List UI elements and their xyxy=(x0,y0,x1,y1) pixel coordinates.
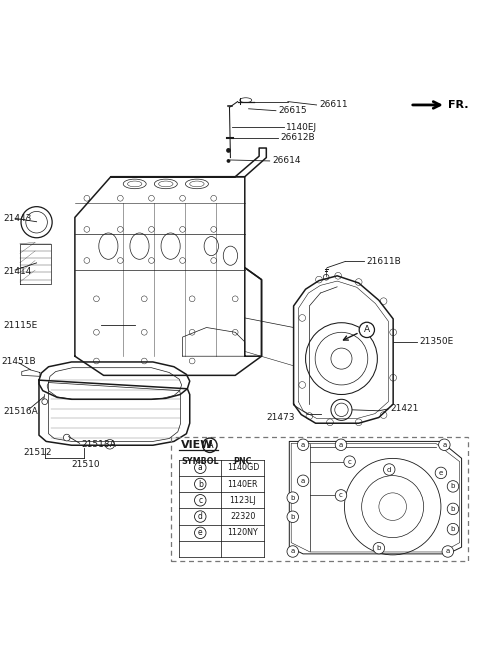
Text: 22320: 22320 xyxy=(230,512,255,521)
Text: 21443: 21443 xyxy=(3,214,32,223)
Text: b: b xyxy=(290,495,295,500)
Circle shape xyxy=(335,490,347,501)
Circle shape xyxy=(291,496,294,499)
Text: a: a xyxy=(290,548,295,555)
Text: c: c xyxy=(198,496,203,505)
Text: 21510: 21510 xyxy=(72,460,100,470)
Circle shape xyxy=(348,460,351,463)
Circle shape xyxy=(387,468,391,471)
Circle shape xyxy=(339,494,343,497)
Text: 1140EJ: 1140EJ xyxy=(286,123,317,132)
Circle shape xyxy=(194,511,206,522)
Text: 21516A: 21516A xyxy=(3,407,38,416)
Text: 26615: 26615 xyxy=(278,106,307,115)
Text: b: b xyxy=(198,479,203,489)
Text: d: d xyxy=(387,466,391,472)
Circle shape xyxy=(446,550,449,553)
Circle shape xyxy=(384,464,395,476)
Circle shape xyxy=(443,443,446,447)
Circle shape xyxy=(447,481,459,492)
Text: a: a xyxy=(301,441,305,448)
Text: 21513A: 21513A xyxy=(81,440,116,449)
Text: 21414: 21414 xyxy=(3,267,32,276)
Text: 21350E: 21350E xyxy=(419,337,453,346)
Circle shape xyxy=(227,159,230,163)
Circle shape xyxy=(297,439,309,451)
Text: e: e xyxy=(439,470,443,476)
Text: PNC: PNC xyxy=(234,457,252,466)
Circle shape xyxy=(301,443,305,447)
Circle shape xyxy=(194,462,206,474)
Text: 26611: 26611 xyxy=(319,100,348,109)
Circle shape xyxy=(451,507,455,510)
Circle shape xyxy=(447,503,459,515)
Text: c: c xyxy=(339,493,343,498)
Circle shape xyxy=(194,527,206,538)
Circle shape xyxy=(301,479,305,483)
Text: SYMBOL: SYMBOL xyxy=(181,457,219,466)
Circle shape xyxy=(439,439,450,451)
Circle shape xyxy=(377,546,381,550)
Text: 21473: 21473 xyxy=(266,413,295,422)
Text: a: a xyxy=(301,477,305,484)
Circle shape xyxy=(339,443,343,447)
Circle shape xyxy=(291,515,294,519)
Text: VIEW: VIEW xyxy=(181,440,214,450)
Circle shape xyxy=(287,546,299,557)
Text: e: e xyxy=(198,529,203,537)
Circle shape xyxy=(451,527,455,531)
Text: a: a xyxy=(446,548,450,555)
Text: 26612B: 26612B xyxy=(281,134,315,143)
Circle shape xyxy=(335,439,347,451)
Text: c: c xyxy=(348,458,351,464)
Text: 1140GD: 1140GD xyxy=(227,463,259,472)
Circle shape xyxy=(194,478,206,490)
Text: 21451B: 21451B xyxy=(1,356,36,365)
Circle shape xyxy=(203,438,217,453)
Circle shape xyxy=(439,471,443,475)
Text: 26614: 26614 xyxy=(272,157,300,166)
Text: d: d xyxy=(198,512,203,521)
Circle shape xyxy=(344,456,355,468)
Circle shape xyxy=(287,511,299,523)
Text: b: b xyxy=(451,526,455,532)
Circle shape xyxy=(373,542,384,554)
Text: A: A xyxy=(364,326,370,335)
Text: b: b xyxy=(451,483,455,489)
Text: 21611B: 21611B xyxy=(366,257,401,266)
Text: 21421: 21421 xyxy=(390,404,419,413)
Text: b: b xyxy=(290,514,295,520)
Circle shape xyxy=(297,475,309,487)
Text: FR.: FR. xyxy=(448,100,468,110)
Text: b: b xyxy=(451,506,455,512)
Circle shape xyxy=(435,467,447,479)
Text: 1123LJ: 1123LJ xyxy=(229,496,256,505)
Circle shape xyxy=(442,546,454,557)
Text: b: b xyxy=(377,545,381,551)
Text: A: A xyxy=(206,440,213,450)
Circle shape xyxy=(194,495,206,506)
Text: a: a xyxy=(442,441,446,448)
Circle shape xyxy=(451,485,455,488)
Text: a: a xyxy=(198,463,203,472)
Circle shape xyxy=(63,434,70,441)
Circle shape xyxy=(287,492,299,504)
Text: 21115E: 21115E xyxy=(3,320,37,329)
Text: a: a xyxy=(339,441,343,448)
Text: 1140ER: 1140ER xyxy=(228,479,258,489)
Circle shape xyxy=(447,523,459,535)
Text: 1120NY: 1120NY xyxy=(228,529,258,537)
Circle shape xyxy=(359,322,374,337)
Text: 21512: 21512 xyxy=(24,449,52,457)
Circle shape xyxy=(291,550,294,553)
Circle shape xyxy=(226,148,231,153)
